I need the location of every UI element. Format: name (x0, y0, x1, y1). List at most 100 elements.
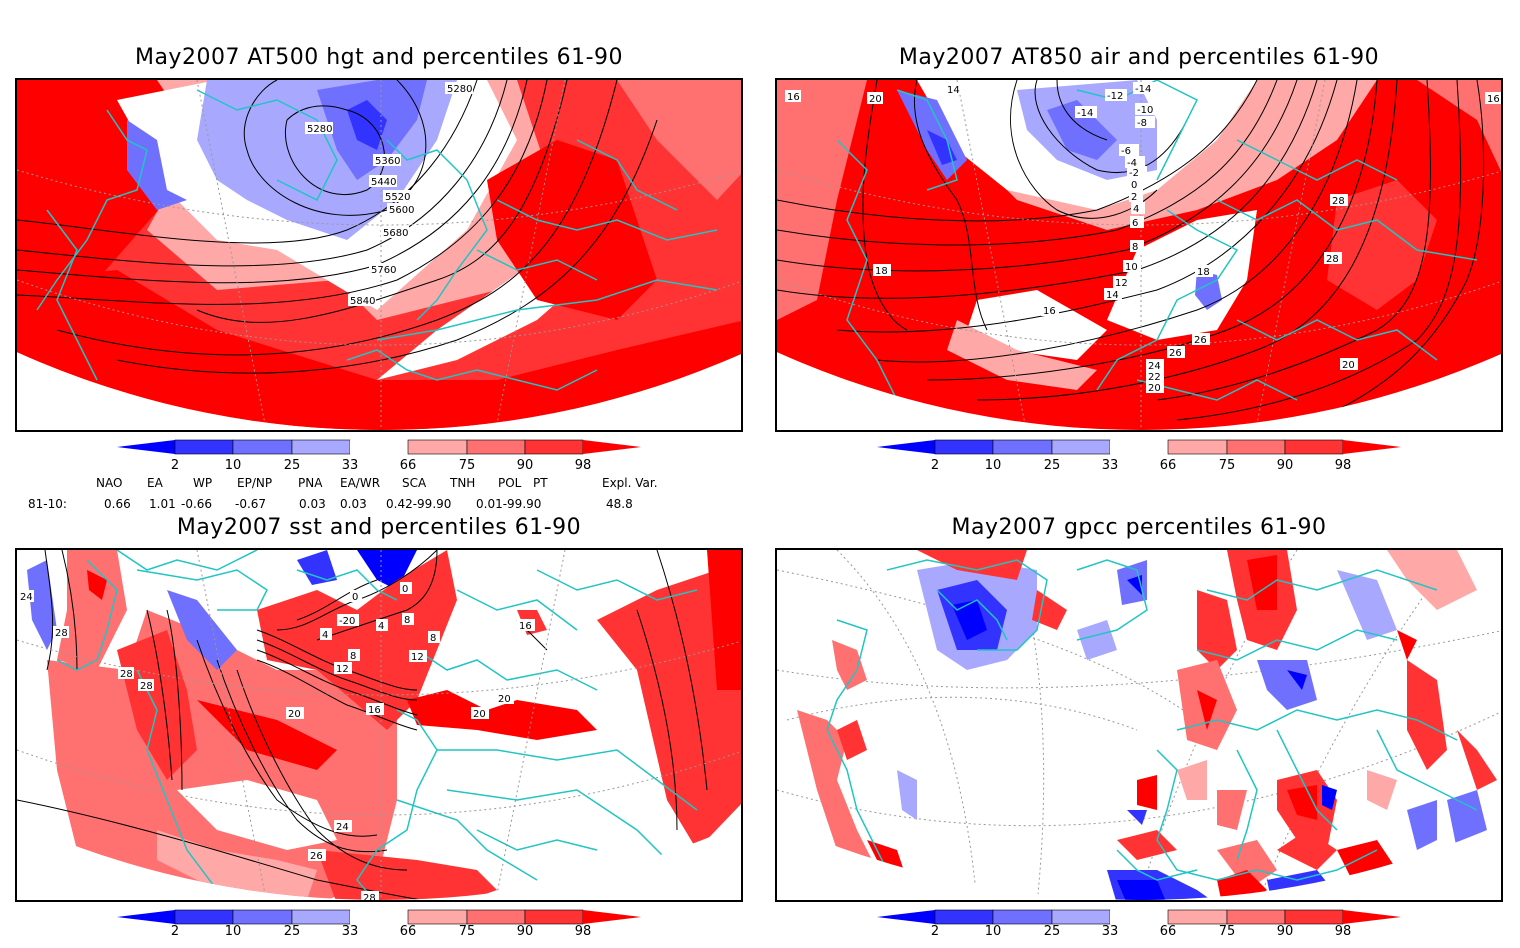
contour-label: 16 (785, 90, 801, 103)
colorbar-swatch (117, 910, 175, 924)
colorbar-tick: 33 (341, 458, 359, 473)
svg-text:24: 24 (336, 822, 349, 833)
contour-label: 5280 (305, 122, 333, 135)
svg-text:12: 12 (1115, 278, 1128, 289)
field-fill (1047, 100, 1117, 160)
svg-text:-14: -14 (1077, 108, 1093, 119)
field-fill (777, 80, 867, 320)
contour-label: 16 (1485, 92, 1501, 105)
contour-label: 0 (400, 582, 412, 595)
contour-labels: 24 28 28 28 0 0 -20 4 4 8 8 8 12 12 16 2… (18, 582, 535, 900)
index-header: EA/WR (340, 476, 381, 490)
field-fill (1127, 810, 1147, 825)
index-value: -0.67 (235, 497, 267, 511)
contour-label: 20 (471, 707, 489, 720)
svg-text:14: 14 (1106, 290, 1119, 301)
svg-text:8: 8 (430, 633, 436, 644)
index-value: 0.03 (340, 497, 367, 511)
field-fill (17, 270, 741, 430)
colorbar-swatch (1167, 439, 1228, 455)
svg-text:16: 16 (1043, 306, 1056, 317)
field-fill (167, 590, 237, 670)
colorbar-tick: 33 (1101, 924, 1119, 939)
colorbar-tick: 33 (341, 924, 359, 939)
svg-text:10: 10 (1125, 262, 1138, 273)
svg-text:20: 20 (288, 709, 301, 720)
colorbar-tick: 75 (1218, 924, 1236, 939)
field-fill (1197, 590, 1237, 670)
colorbar-tick: 25 (1043, 924, 1061, 939)
svg-text:4: 4 (1133, 204, 1139, 215)
index-value: -0.66 (181, 497, 213, 511)
graticule (777, 80, 1501, 430)
field-fill (617, 80, 741, 200)
contour-label: 20 (286, 707, 304, 720)
svg-text:5280: 5280 (447, 84, 472, 95)
field-fill (487, 140, 657, 320)
field-fill (597, 550, 741, 850)
colorbar-swatches (117, 439, 641, 455)
colorbar-tick: 10 (224, 458, 242, 473)
contour-label: 5840 (348, 294, 376, 307)
svg-text:0: 0 (402, 584, 408, 595)
field-fill (1217, 790, 1247, 830)
colorbar-swatch (524, 439, 584, 455)
svg-text:6: 6 (1132, 218, 1138, 229)
svg-text:5680: 5680 (383, 228, 408, 239)
colorbar-tick: 98 (574, 458, 592, 473)
field-fill (947, 320, 1097, 390)
svg-text:4: 4 (378, 621, 384, 632)
field-fill (1407, 660, 1447, 770)
colorbar-tick: 90 (516, 924, 534, 939)
map-panel-sst: 24 28 28 28 0 0 -20 4 4 8 8 8 12 12 16 2… (15, 548, 743, 902)
svg-text:5440: 5440 (371, 177, 396, 188)
svg-text:-10: -10 (1137, 105, 1153, 116)
index-value: 0.01-99.90 (476, 497, 542, 511)
contour-label: 4 (320, 628, 332, 641)
svg-text:-2: -2 (1129, 168, 1139, 179)
contour-label: -6 (1119, 144, 1139, 157)
map-at500: 5280 5280 5360 5440 5520 5600 5680 5760 … (17, 80, 741, 430)
contour-label: -10 (1135, 103, 1157, 116)
contour-label: 24 (18, 590, 34, 603)
svg-text:-20: -20 (339, 616, 355, 627)
contour-label: 0 (1129, 178, 1143, 191)
colorbar-swatch (992, 439, 1053, 455)
svg-text:26: 26 (1194, 335, 1207, 346)
svg-text:16: 16 (519, 621, 532, 632)
svg-text:16: 16 (368, 705, 381, 716)
svg-text:-4: -4 (1127, 158, 1137, 169)
contour-label: 5600 (387, 203, 415, 216)
contour-label: 6 (1130, 216, 1144, 229)
field-fill (87, 570, 107, 600)
svg-text:16: 16 (787, 92, 800, 103)
index-header: SCA (402, 476, 427, 490)
index-value: 0.03 (299, 497, 326, 511)
map-panel-gpcc (775, 548, 1503, 902)
colorbar-tick: 90 (1276, 458, 1294, 473)
field-fill (127, 120, 187, 210)
svg-text:24: 24 (1148, 361, 1161, 372)
colorbar-tick: 98 (1334, 458, 1352, 473)
contour-label: 14 (1104, 288, 1122, 301)
field-fill (1077, 620, 1117, 660)
index-header: POL (498, 476, 522, 490)
field-fill (1117, 830, 1177, 860)
field-fill (1137, 775, 1157, 810)
svg-text:28: 28 (1332, 196, 1345, 207)
svg-text:20: 20 (473, 709, 486, 720)
contour-label: 12 (1113, 276, 1131, 289)
colorbar-tick: 90 (516, 458, 534, 473)
index-row-label: 81-10: (28, 497, 67, 511)
field-fill (877, 890, 917, 900)
svg-text:4: 4 (322, 630, 328, 641)
field-fill (297, 550, 337, 585)
index-value: 48.8 (606, 497, 633, 511)
colorbar-swatch (1110, 440, 1168, 454)
svg-text:5840: 5840 (350, 296, 375, 307)
svg-text:20: 20 (869, 94, 882, 105)
contour-label: -14 (1075, 106, 1097, 119)
contour-label: 20 (1146, 381, 1164, 394)
field-fill (1417, 80, 1501, 180)
svg-text:20: 20 (1342, 360, 1355, 371)
